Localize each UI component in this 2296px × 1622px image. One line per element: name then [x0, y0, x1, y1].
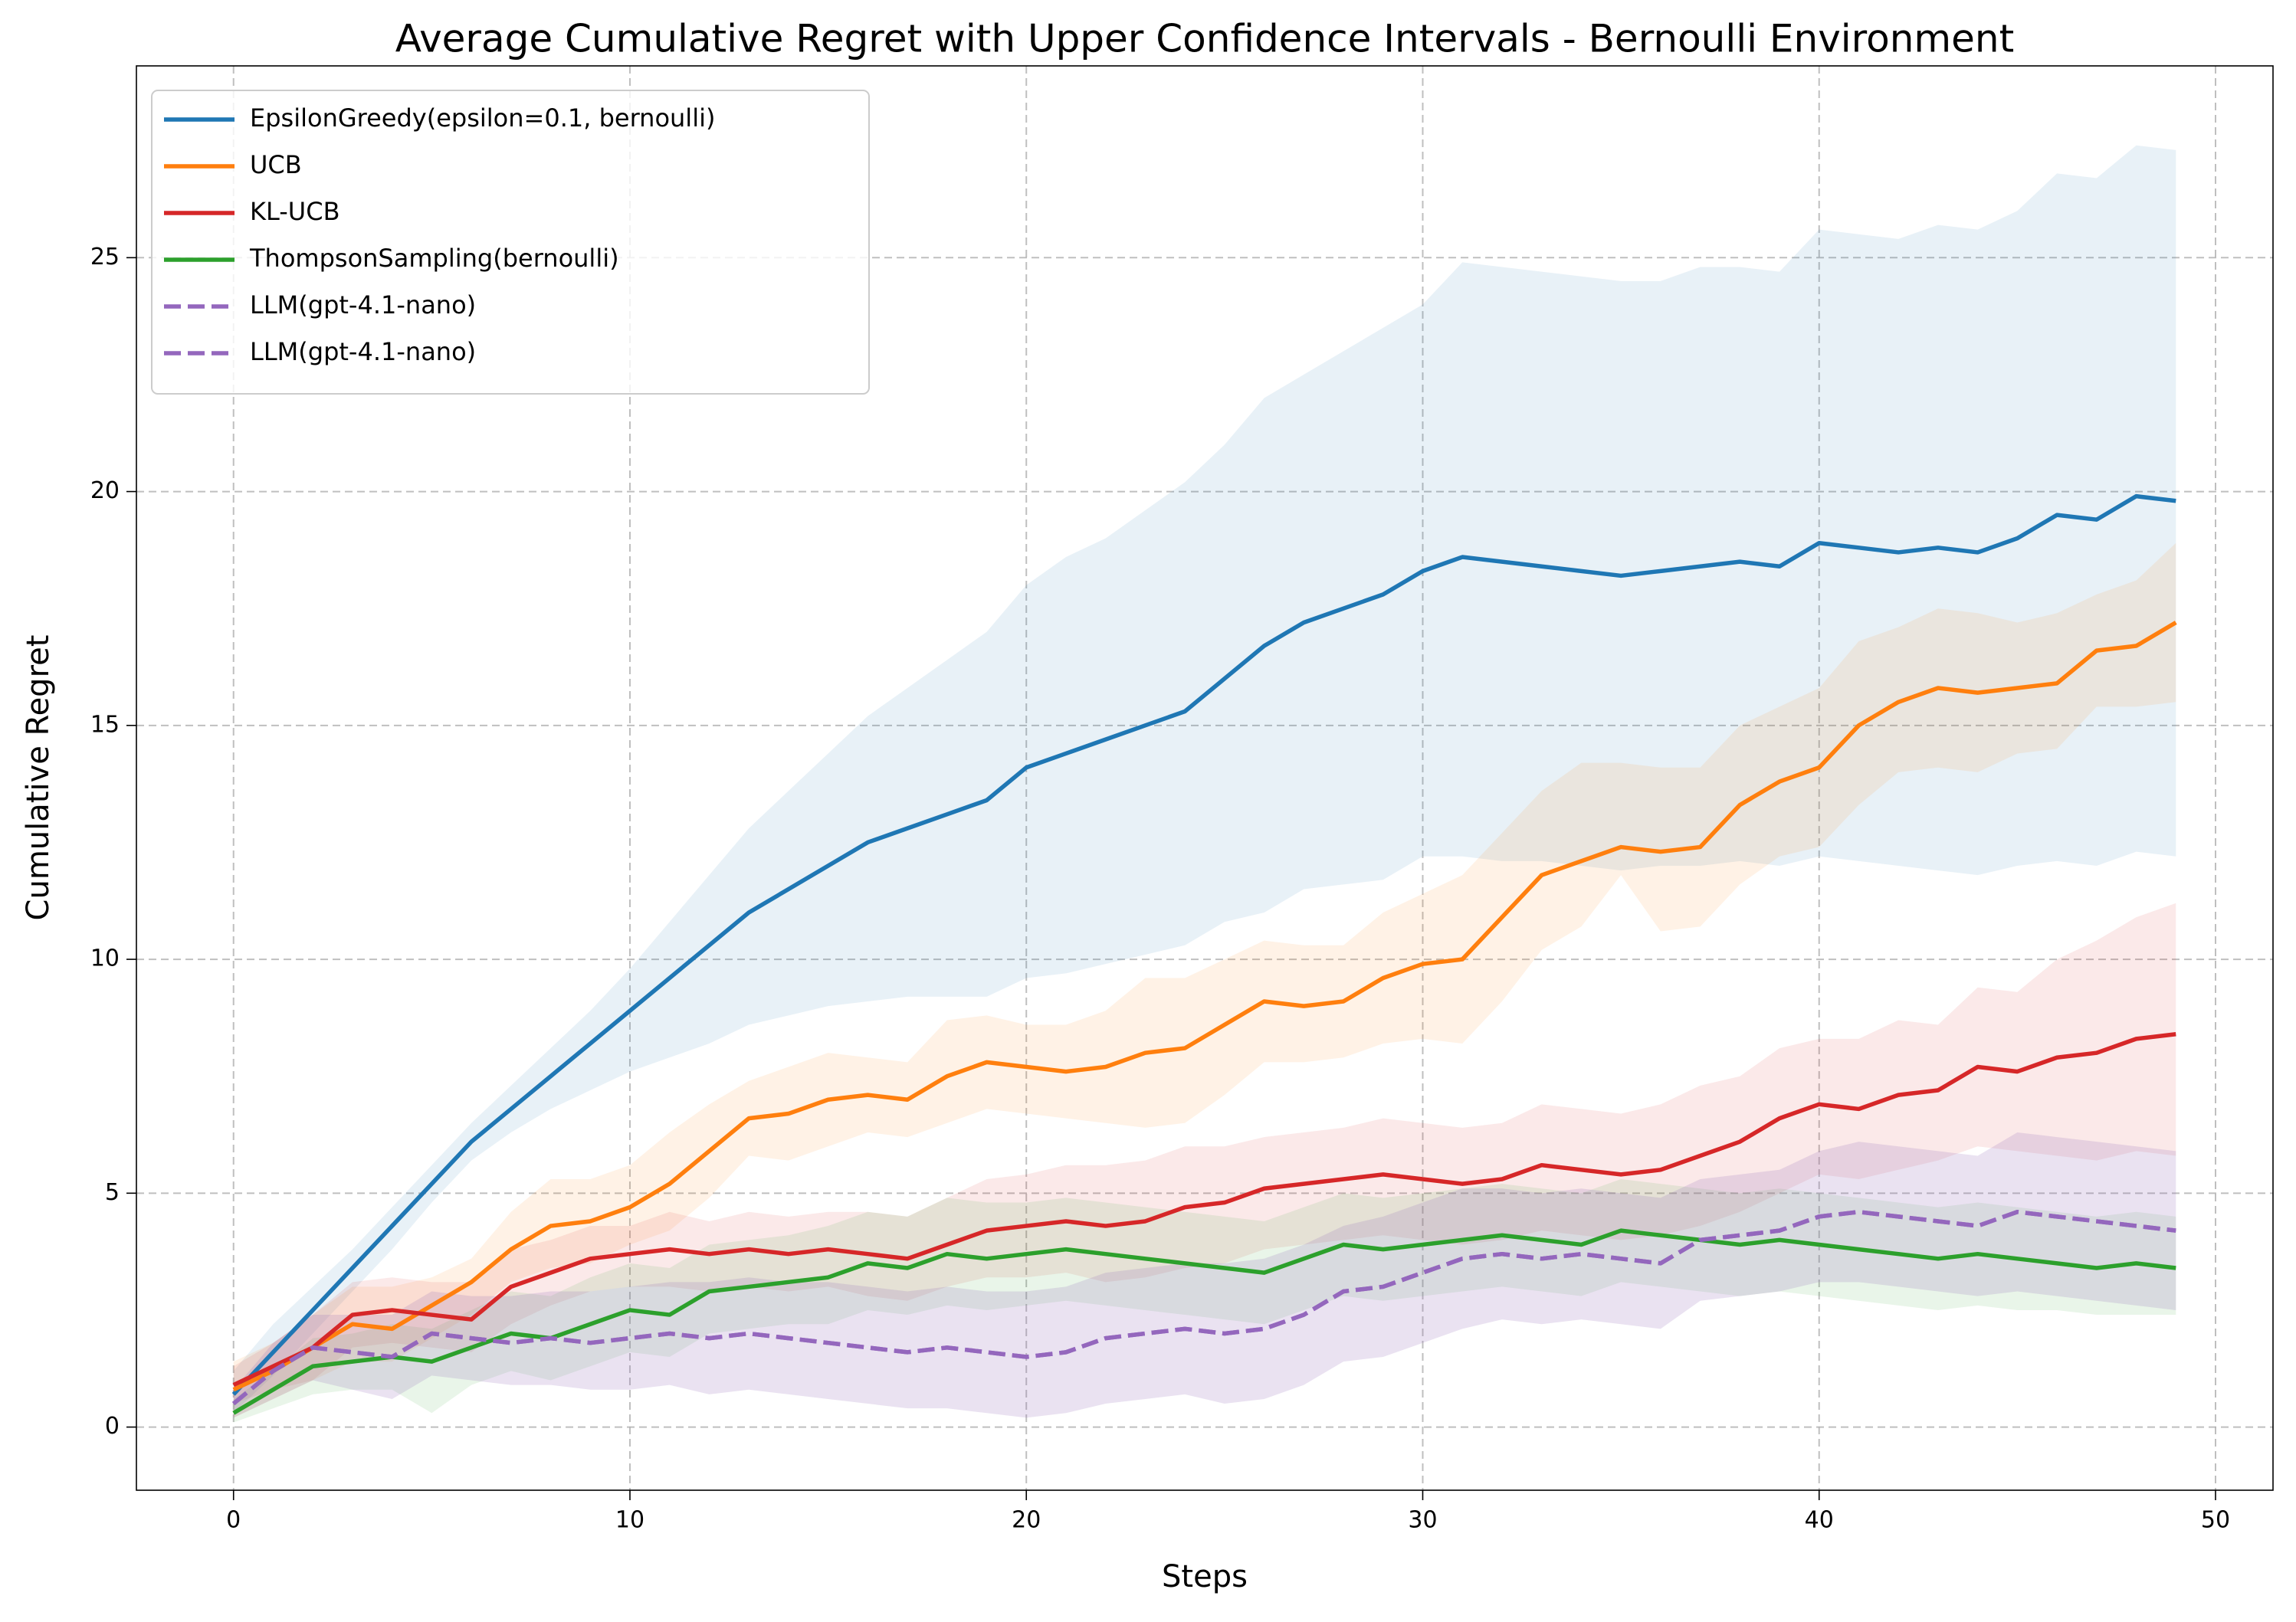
- x-tick-label: 0: [226, 1507, 241, 1534]
- x-axis-label: Steps: [1162, 1559, 1248, 1594]
- chart-title: Average Cumulative Regret with Upper Con…: [395, 17, 2014, 61]
- legend-label: UCB: [250, 150, 302, 179]
- y-tick-label: 15: [90, 711, 120, 738]
- y-tick-label: 25: [90, 244, 120, 270]
- y-tick-label: 5: [105, 1179, 120, 1206]
- series-line: [231, 1210, 2176, 1406]
- x-tick-label: 10: [615, 1507, 645, 1534]
- legend-label: LLM(gpt-4.1-nano): [250, 290, 476, 319]
- series-line: [232, 1228, 2176, 1415]
- x-tick-label: 40: [1805, 1507, 1834, 1534]
- x-tick-label: 20: [1012, 1507, 1041, 1534]
- legend-box: [151, 90, 870, 395]
- legend-label: ThompsonSampling(bernoulli): [249, 244, 619, 273]
- y-tick-label: 20: [90, 477, 120, 504]
- legend-label: LLM(gpt-4.1-nano): [250, 337, 476, 366]
- series-line: [232, 621, 2177, 1392]
- y-tick-label: 0: [105, 1413, 120, 1440]
- series-line: [232, 1032, 2176, 1388]
- legend-label: KL-UCB: [250, 197, 340, 226]
- confidence-band: [233, 145, 2176, 1414]
- y-tick-label: 10: [90, 945, 120, 972]
- legend-label: EpsilonGreedy(epsilon=0.1, bernoulli): [250, 103, 715, 133]
- legend: EpsilonGreedy(epsilon=0.1, bernoulli) UCB…: [151, 90, 870, 395]
- plot-frame: [136, 65, 2274, 1491]
- y-axis-label: Cumulative Regret: [21, 635, 56, 921]
- x-tick-label: 50: [2201, 1507, 2230, 1534]
- confidence-band: [233, 1132, 2176, 1418]
- series-line: [231, 493, 2176, 1396]
- confidence-band: [233, 542, 2176, 1418]
- confidence-band: [233, 1132, 2176, 1418]
- x-tick-label: 30: [1408, 1507, 1437, 1534]
- confidence-band: [233, 903, 2176, 1404]
